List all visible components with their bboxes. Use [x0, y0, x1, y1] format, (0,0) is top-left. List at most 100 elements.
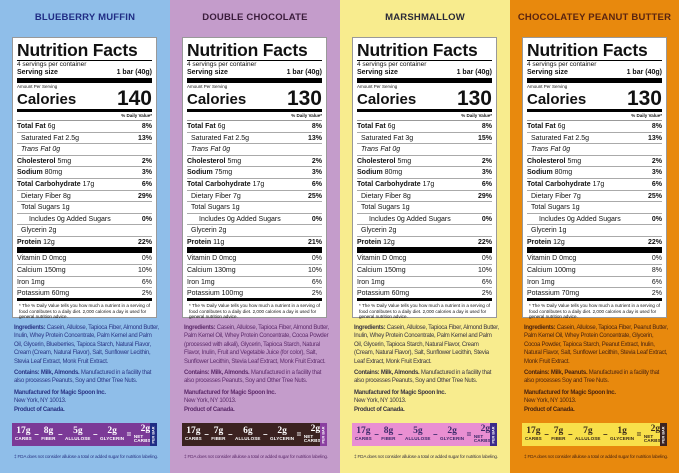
- nutrient-label: Total Fat 6g: [357, 121, 395, 132]
- nutrient-amount: 1mg: [201, 278, 215, 286]
- calories-row: Calories 140: [17, 88, 152, 112]
- per-bar-tab: PER BAR: [320, 423, 327, 446]
- nutrient-row: Total Sugars 1g: [187, 202, 322, 214]
- nutrient-row: Protein 12g 22%: [527, 237, 662, 254]
- facility-note: Manufactured in a facility that also pro…: [354, 370, 492, 385]
- nutrient-name: Dietary Fiber: [361, 192, 402, 200]
- nutrient-row: Potassium 70mg 2%: [527, 288, 662, 302]
- net-carbs-operator: –: [93, 430, 98, 439]
- nutrient-name: Includes 0g Added Sugars: [29, 215, 111, 223]
- nutrient-daily-value: 2%: [651, 157, 662, 165]
- nutrient-amount: 6g: [557, 123, 566, 130]
- nutrient-daily-value: 2%: [481, 290, 492, 298]
- nutrient-amount: 7g: [573, 192, 581, 200]
- net-carbs-item: 1g GLYCERIN: [610, 427, 634, 441]
- nutrient-label: Iron 1mg: [527, 277, 555, 288]
- nutrient-name: Calcium: [187, 267, 213, 275]
- net-carbs-label: ALLULOSE: [575, 435, 601, 441]
- net-carbs-operator: –: [398, 430, 403, 439]
- nutrient-name: Trans: [21, 146, 39, 154]
- nutrition-facts-label: Nutrition Facts 4 servings per container S…: [352, 37, 497, 319]
- daily-value-footnote: * The % Daily Value tells you how much a…: [189, 303, 321, 320]
- nutrient-amount: 100mg: [554, 267, 576, 275]
- nutrient-daily-value: 10%: [137, 267, 152, 275]
- nutrient-daily-value: 0%: [651, 215, 662, 223]
- nutrient-name: Iron: [17, 278, 30, 286]
- allergen-text: Contains: Milk, Peanuts. Manufactured in…: [524, 369, 669, 386]
- net-carbs-value: 2g: [277, 426, 287, 437]
- net-carbs-item: 6g ALLULOSE: [235, 427, 261, 441]
- net-carbs-item: 2g NET CARBS‡: [644, 425, 667, 444]
- nutrient-label: Vitamin D 0mcg: [527, 253, 576, 264]
- nutrient-amount: 12g: [43, 238, 55, 246]
- origin: Product of Canada.: [184, 406, 235, 413]
- origin: Product of Canada.: [14, 406, 65, 413]
- calories-value: 130: [626, 87, 662, 110]
- nutrient-label: Calcium 100mg: [527, 265, 576, 276]
- nutrient-daily-value: 6%: [311, 278, 322, 286]
- nutrient-name: Total Sugars: [21, 204, 60, 212]
- nutrient-label: Calcium 130mg: [187, 265, 236, 276]
- net-carbs-operator: –: [204, 430, 209, 439]
- nutrient-daily-value: 2%: [651, 290, 662, 298]
- flavor-panel: CHOCOLATEY PEANUT BUTTER Nutrition Facts 4…: [510, 0, 679, 473]
- amount-per-serving: Amount Per Serving: [187, 84, 228, 89]
- nutrient-amount: 100mg: [221, 290, 244, 298]
- nutrient-daily-value: 0%: [141, 215, 152, 223]
- divider-thick: [357, 78, 492, 83]
- nutrient-amount: 5mg: [397, 157, 412, 165]
- nutrient-name: Saturated Fat: [191, 134, 234, 142]
- nutrient-row: Sodium 75mg 3%: [187, 167, 322, 179]
- nutrient-name: Trans: [531, 146, 549, 154]
- nutrient-row: Potassium 60mg 2%: [17, 288, 152, 302]
- nutrient-daily-value: 13%: [647, 134, 662, 142]
- calories-value: 130: [456, 87, 492, 110]
- allergen-text: Contains: Milk, Almonds. Manufactured in…: [14, 369, 159, 386]
- nutrient-row: Total Fat 6g 8%: [357, 121, 492, 133]
- manufacturer: Manufactured for Magic Spoon Inc.: [354, 389, 446, 396]
- nutrient-name: Includes 0g Added Sugars: [369, 215, 451, 223]
- nutrient-daily-value: 2%: [141, 157, 152, 165]
- nutrient-amount: 8g: [403, 192, 411, 200]
- nutrient-label: Potassium 100mg: [187, 288, 243, 298]
- nutrient-name: Includes 0g Added Sugars: [199, 215, 281, 223]
- net-carbs-value: 17g: [16, 426, 31, 437]
- allergen-text: Contains: Milk, Almonds. Manufactured in…: [354, 369, 499, 386]
- nutrient-amount: 5mg: [227, 157, 242, 165]
- nutrient-daily-value: 15%: [477, 134, 492, 142]
- nutrient-name: Iron: [357, 278, 370, 286]
- allergen-text: Contains: Milk, Almonds. Manufactured in…: [184, 369, 329, 386]
- nutrient-row: Glycerin 1g: [527, 225, 662, 237]
- contains-label: Contains:: [354, 370, 380, 377]
- manufacturer: Manufactured for Magic Spoon Inc.: [14, 389, 106, 396]
- flavor-title: BLUEBERRY MUFFIN: [34, 12, 136, 23]
- nutrient-label: Protein 11g: [187, 237, 224, 248]
- nutrient-name: Total Sugars: [191, 204, 230, 212]
- nutrient-row: Iron 1mg 6%: [357, 277, 492, 289]
- nutrient-label: Total Sugars 1g: [361, 202, 410, 213]
- calories-label: Calories: [527, 91, 587, 108]
- net-carbs-item: 7g ALLULOSE: [575, 427, 601, 441]
- serving-size-value: 1 bar (40g): [116, 69, 152, 76]
- net-carbs-item: 7g FIBER: [551, 427, 565, 441]
- per-bar-label: PER BAR: [661, 425, 666, 444]
- flavor-panel: DOUBLE CHOCOLATE Nutrition Facts 4 serving…: [170, 0, 340, 473]
- nutrient-name: Cholesterol: [357, 157, 396, 165]
- nutrient-daily-value: 0%: [651, 255, 662, 263]
- nutrient-amount: 2g: [48, 227, 57, 235]
- nutrient-amount: 12g: [553, 238, 565, 246]
- net-carbs-value: 2g: [310, 424, 321, 435]
- nutrient-row: Glycerin 2g: [357, 225, 492, 237]
- ingredients-label: Ingredients:: [14, 325, 46, 331]
- nutrient-daily-value: 0%: [311, 255, 322, 263]
- origin: Product of Canada.: [524, 406, 575, 413]
- nutrient-daily-value: 10%: [307, 267, 322, 275]
- nutrient-amount: 130mg: [214, 267, 236, 275]
- nutrient-amount: Fat 0g: [210, 146, 231, 154]
- net-carbs-value: 2g: [107, 426, 117, 437]
- address: New York, NY 10013.: [14, 398, 67, 405]
- servings-per-container: 4 servings per container: [187, 60, 322, 68]
- per-bar-label: PER BAR: [491, 425, 496, 444]
- contains-list: Milk, Peanuts.: [550, 370, 588, 377]
- nutrient-name: Protein: [357, 238, 382, 246]
